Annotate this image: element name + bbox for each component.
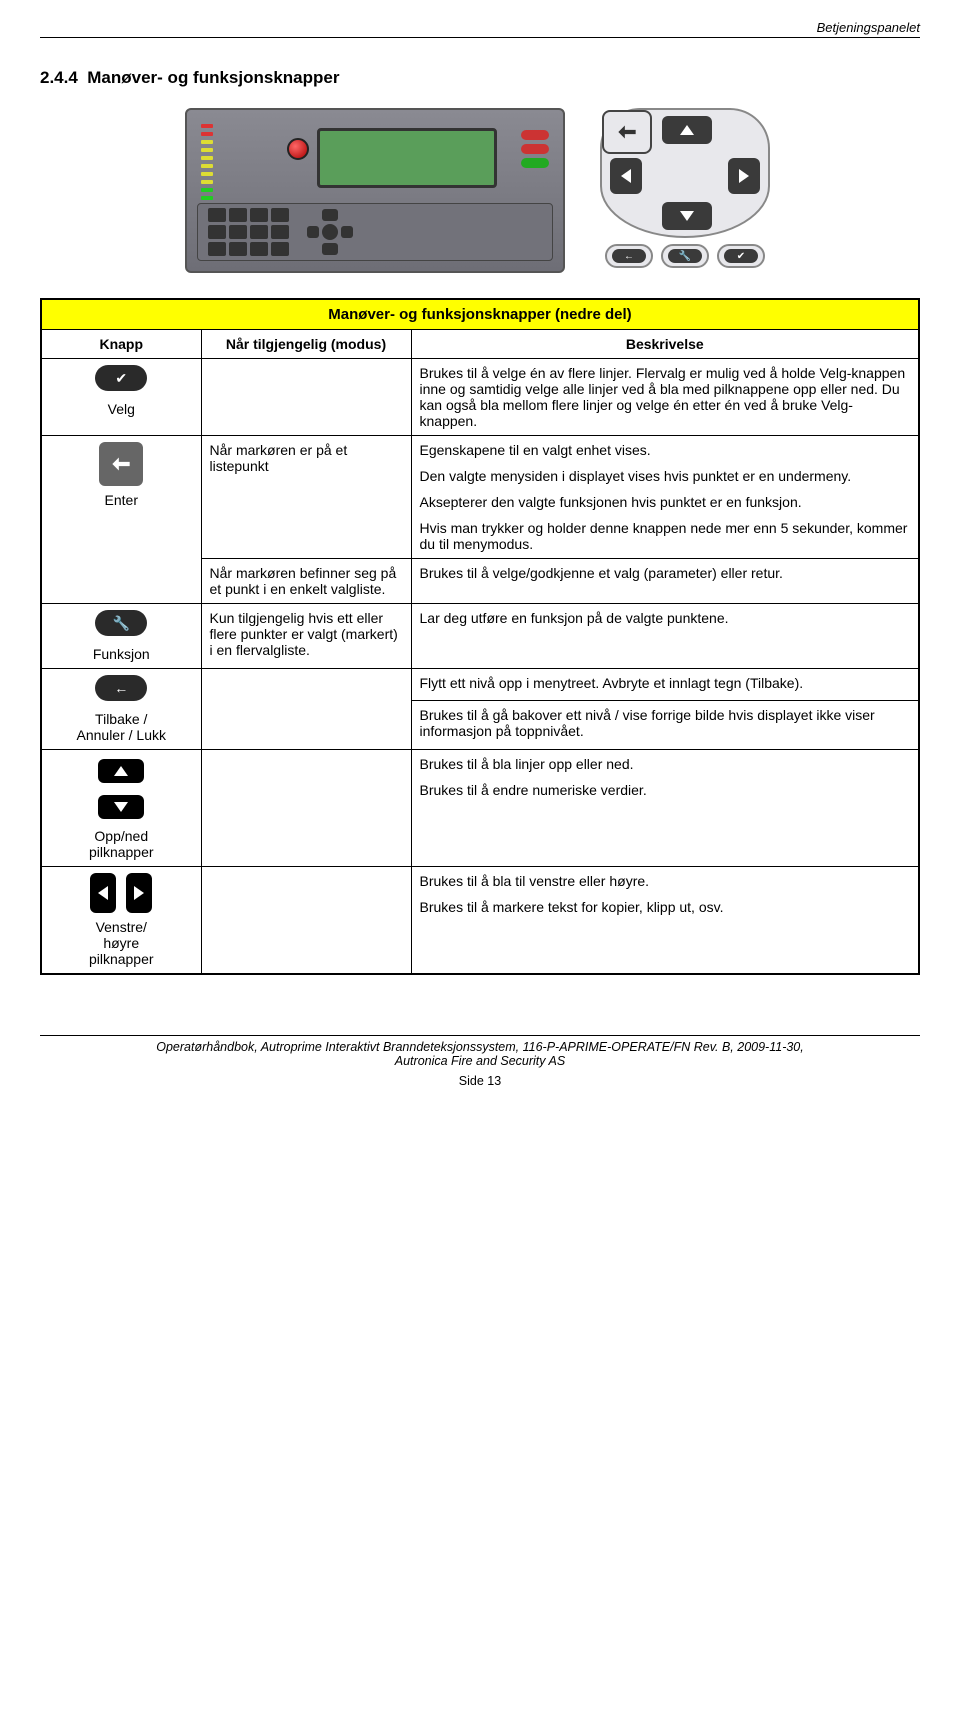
dpad-enter-icon <box>602 110 652 154</box>
dpad-right-icon <box>728 158 760 194</box>
knapp-label: Velg <box>108 401 135 417</box>
arrow-lr-icons <box>87 873 155 913</box>
table-row: Venstre/ høyre pilknapper Brukes til å b… <box>41 867 919 975</box>
dpad-mini-icon <box>307 209 353 255</box>
arrow-right-icon <box>126 873 152 913</box>
function-table: Manøver- og funksjonsknapper (nedre del)… <box>40 298 920 975</box>
desc-text: Brukes til å velge/godkjenne et valg (pa… <box>420 565 911 581</box>
page-footer: Operatørhåndbok, Autroprime Interaktivt … <box>40 1035 920 1088</box>
knapp-label: Venstre/ høyre pilknapper <box>76 919 166 967</box>
mode-cell <box>201 359 411 436</box>
table-title: Manøver- og funksjonsknapper (nedre del) <box>41 299 919 330</box>
lower-panel <box>197 203 553 261</box>
mode-cell: Når markøren er på et listepunkt <box>201 436 411 559</box>
desc-cell: Brukes til å bla linjer opp eller ned. B… <box>411 750 919 867</box>
desc-cell: Brukes til å velge én av flere linjer. F… <box>411 359 919 436</box>
arrow-down-icon <box>98 795 144 819</box>
desc-text: Brukes til å markere tekst for kopier, k… <box>420 899 911 915</box>
led-column <box>201 124 213 200</box>
arrow-left-icon <box>90 873 116 913</box>
dpad-down-icon <box>662 202 712 230</box>
table-row: ← Tilbake / Annuler / Lukk Flytt ett niv… <box>41 669 919 701</box>
mode-cell: Kun tilgjengelig hvis ett eller flere pu… <box>201 604 411 669</box>
footer-line1: Operatørhåndbok, Autroprime Interaktivt … <box>40 1040 920 1054</box>
table-row: 🔧 Funksjon Kun tilgjengelig hvis ett ell… <box>41 604 919 669</box>
desc-text: Brukes til å endre numeriske verdier. <box>420 782 911 798</box>
desc-cell: Flytt ett nivå opp i menytreet. Avbryte … <box>411 669 919 701</box>
table-row: ✔ Velg Brukes til å velge én av flere li… <box>41 359 919 436</box>
alarm-button-icon <box>287 138 309 160</box>
dpad-bottom-pills: ← 🔧 ✔ <box>595 244 775 268</box>
desc-cell: Brukes til å velge/godkjenne et valg (pa… <box>411 559 919 604</box>
desc-cell: Lar deg utføre en funksjon på de valgte … <box>411 604 919 669</box>
desc-cell: Brukes til å bla til venstre eller høyre… <box>411 867 919 975</box>
back-arrow-icon: ← <box>95 675 147 701</box>
mode-cell <box>201 669 411 750</box>
desc-text: Brukes til å bla linjer opp eller ned. <box>420 756 911 772</box>
desc-text: Egenskapene til en valgt enhet vises. <box>420 442 911 458</box>
mode-cell <box>201 867 411 975</box>
wrench-icon: 🔧 <box>95 610 147 636</box>
control-panel-illustration <box>185 108 565 273</box>
col-mode: Når tilgjengelig (modus) <box>201 330 411 359</box>
desc-cell: Brukes til å gå bakover ett nivå / vise … <box>411 700 919 749</box>
enter-icon <box>99 442 143 486</box>
desc-text: Brukes til å bla til venstre eller høyre… <box>420 873 911 889</box>
desc-text: Den valgte menysiden i displayet vises h… <box>420 468 911 484</box>
mode-cell: Når markøren befinner seg på et punkt i … <box>201 559 411 604</box>
knapp-label: Funksjon <box>93 646 150 662</box>
desc-text: Flytt ett nivå opp i menytreet. Avbryte … <box>420 675 911 691</box>
dpad-left-icon <box>610 158 642 194</box>
table-row: Enter Når markøren er på et listepunkt E… <box>41 436 919 559</box>
desc-text: Hvis man trykker og holder denne knappen… <box>420 520 911 552</box>
section-number: 2.4.4 <box>40 68 78 87</box>
dpad-up-icon <box>662 116 712 144</box>
figure-row: ← 🔧 ✔ <box>40 108 920 273</box>
dpad-illustration: ← 🔧 ✔ <box>595 108 775 273</box>
lcd-screen-icon <box>317 128 497 188</box>
footer-line2: Autronica Fire and Security AS <box>40 1054 920 1068</box>
knapp-label: Opp/ned pilknapper <box>76 828 166 860</box>
knapp-label: Enter <box>105 492 138 508</box>
check-icon: ✔ <box>95 365 147 391</box>
keypad-icon <box>208 208 289 256</box>
desc-text: Aksepterer den valgte funksjonen hvis pu… <box>420 494 911 510</box>
desc-text: Lar deg utføre en funksjon på de valgte … <box>420 610 911 626</box>
section-title: 2.4.4 Manøver- og funksjonsknapper <box>40 68 920 88</box>
desc-text: Brukes til å gå bakover ett nivå / vise … <box>420 707 911 739</box>
section-heading: Manøver- og funksjonsknapper <box>87 68 339 87</box>
col-knapp: Knapp <box>41 330 201 359</box>
desc-text: Brukes til å velge én av flere linjer. F… <box>420 365 911 429</box>
select-pill-icon: ✔ <box>724 249 758 263</box>
knapp-label: Tilbake / Annuler / Lukk <box>76 711 166 743</box>
col-desc: Beskrivelse <box>411 330 919 359</box>
page-header: Betjeningspanelet <box>40 20 920 38</box>
back-pill-icon: ← <box>612 249 646 263</box>
side-indicators <box>521 130 549 168</box>
mode-cell <box>201 750 411 867</box>
arrow-up-icon <box>98 759 144 783</box>
table-row: Opp/ned pilknapper Brukes til å bla linj… <box>41 750 919 867</box>
func-pill-icon: 🔧 <box>668 249 702 263</box>
page-number: Side 13 <box>40 1074 920 1088</box>
desc-cell: Egenskapene til en valgt enhet vises. De… <box>411 436 919 559</box>
